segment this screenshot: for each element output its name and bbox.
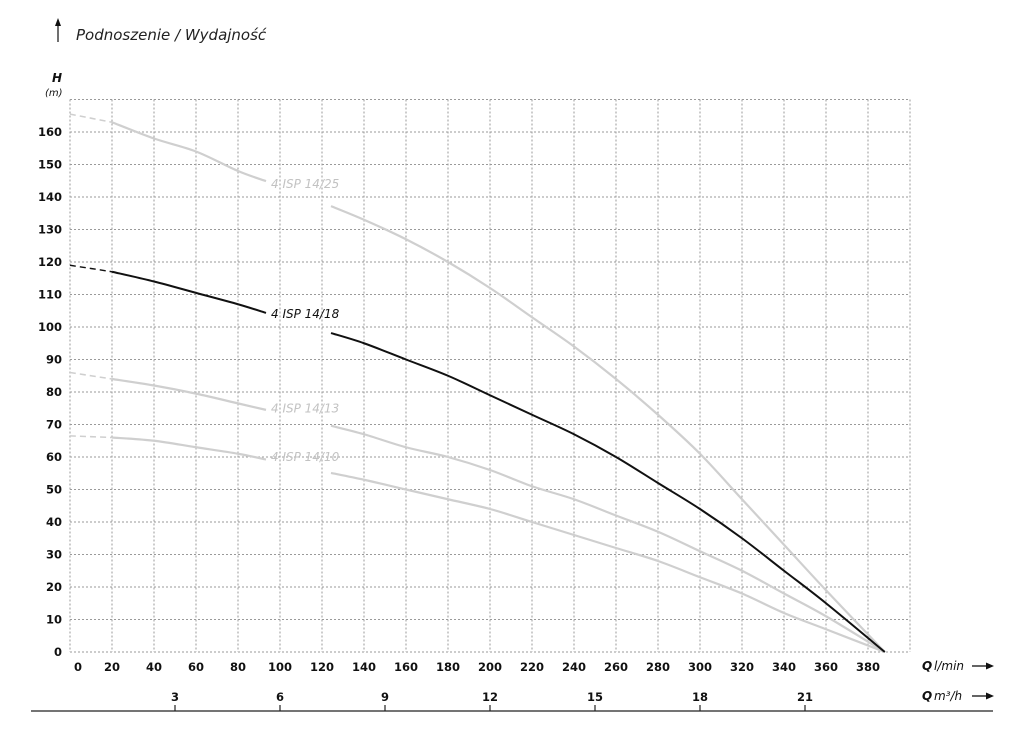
x2-tick-label: 9 (381, 690, 389, 704)
y-tick-label: 150 (38, 158, 62, 172)
y-tick-label: 120 (38, 255, 62, 269)
x-tick-label: 280 (646, 660, 670, 674)
curve-solid-segment (330, 424, 886, 653)
x-tick-label: 360 (814, 660, 838, 674)
curves: 4 ISP 14/25 4 ISP 14/13 4 ISP 14/10 4 ISP 1… (69, 113, 886, 654)
x-tick-label: 240 (562, 660, 586, 674)
right-arrow-icon (972, 692, 994, 700)
y-axis-label: H (52, 71, 62, 85)
x-tick-label: 80 (230, 660, 246, 674)
right-arrow-icon (972, 662, 994, 670)
y-tick-label: 100 (38, 320, 62, 334)
x-tick-label: 40 (146, 660, 162, 674)
y-tick-label: 60 (46, 450, 62, 464)
curve-label: 4 ISP 14/13 (271, 401, 339, 415)
x-tick-label: 160 (394, 660, 418, 674)
x2-axis-ticks: 3 6 9 12 15 18 21 (171, 690, 813, 711)
x-tick-label: 380 (856, 660, 880, 674)
x2-tick-label: 6 (276, 690, 284, 704)
y-axis-ticks: 0 10 20 30 40 50 60 70 80 90 100 110 120 130 140 150 160 (38, 125, 62, 659)
x-axis-title-lmin: Q l/min (922, 659, 994, 673)
header: Podnoszenie / Wydajność (55, 18, 267, 44)
curve-label: 4 ISP 14/10 (271, 450, 340, 464)
x-tick-label: 300 (688, 660, 712, 674)
x-tick-label: 320 (730, 660, 754, 674)
curve-solid-segment (330, 205, 886, 653)
x-tick-label: 220 (520, 660, 544, 674)
curve-solid-segment (111, 270, 267, 314)
x-axis-unit-lmin: l/min (934, 659, 964, 673)
x-tick-label: 260 (604, 660, 628, 674)
curve-4-isp-14-25: 4 ISP 14/25 (69, 113, 886, 653)
x-axis-ticks: 0 20 40 60 80 100 120 140 160 180 200 220 240 260 280 3… (74, 660, 880, 674)
y-tick-label: 80 (46, 385, 62, 399)
curve-4-isp-14-10: 4 ISP 14/10 (69, 435, 886, 654)
chart-title: Podnoszenie / Wydajność (76, 26, 267, 44)
up-arrow-icon (55, 18, 61, 42)
x2-tick-label: 12 (482, 690, 498, 704)
x-tick-label: 0 (74, 660, 82, 674)
curve-dashed-segment (69, 371, 113, 380)
x-tick-label: 120 (310, 660, 334, 674)
y-tick-label: 110 (38, 288, 62, 302)
x-tick-label: 100 (268, 660, 292, 674)
curve-dashed-segment (69, 113, 113, 124)
x-axis-title-m3h: Q m³/h (922, 689, 994, 703)
x2-axis-unit-m3h: m³/h (934, 689, 962, 703)
curve-solid-segment (111, 377, 267, 411)
y-tick-label: 130 (38, 223, 62, 237)
y-tick-label: 0 (54, 645, 62, 659)
y-tick-label: 140 (38, 190, 62, 204)
x-axis-q: Q (922, 659, 932, 673)
y-tick-label: 20 (46, 580, 62, 594)
y-tick-label: 30 (46, 548, 62, 562)
curve-solid-segment (330, 332, 886, 653)
curve-4-isp-14-13: 4 ISP 14/13 (69, 371, 886, 653)
x-tick-label: 60 (188, 660, 204, 674)
curve-4-isp-14-18: 4 ISP 14/18 (69, 264, 886, 653)
y-tick-label: 160 (38, 125, 62, 139)
x-tick-label: 140 (352, 660, 376, 674)
x-tick-label: 340 (772, 660, 796, 674)
y-tick-label: 40 (46, 515, 62, 529)
x2-tick-label: 21 (797, 690, 813, 704)
y-tick-label: 90 (46, 353, 62, 367)
x2-tick-label: 3 (171, 690, 179, 704)
curve-label: 4 ISP 14/18 (271, 307, 340, 321)
y-tick-label: 70 (46, 418, 62, 432)
curve-label: 4 ISP 14/25 (271, 177, 339, 191)
x-tick-label: 200 (478, 660, 502, 674)
x-tick-label: 20 (104, 660, 120, 674)
curve-dashed-segment (69, 435, 113, 439)
curve-solid-segment (111, 121, 267, 183)
curve-dashed-segment (69, 264, 113, 273)
curve-solid-segment (330, 471, 886, 654)
x2-tick-label: 15 (587, 690, 603, 704)
x-tick-label: 180 (436, 660, 460, 674)
x2-axis-q: Q (922, 689, 932, 703)
y-tick-label: 10 (46, 613, 62, 627)
x2-tick-label: 18 (692, 690, 708, 704)
curve-solid-segment (111, 436, 267, 461)
grid (69, 99, 911, 653)
y-tick-label: 50 (46, 483, 62, 497)
y-axis-unit: (m) (45, 88, 63, 99)
